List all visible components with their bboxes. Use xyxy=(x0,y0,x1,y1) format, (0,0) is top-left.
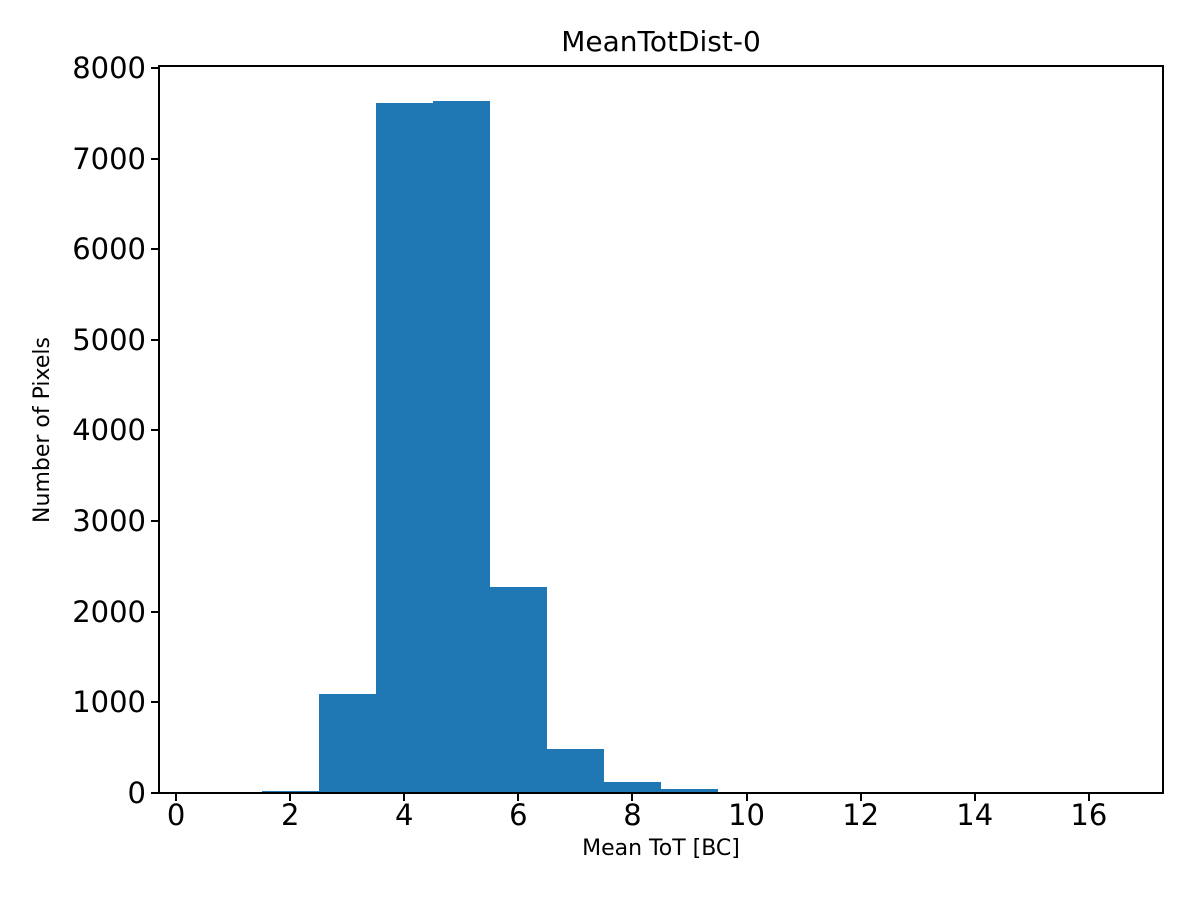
x-axis-label: Mean ToT [BC] xyxy=(582,836,740,861)
y-tick-mark xyxy=(151,248,159,251)
x-tick-mark xyxy=(973,793,976,801)
y-tick-label: 3000 xyxy=(72,504,146,539)
x-tick-label: 0 xyxy=(166,798,186,832)
y-axis-label: Number of Pixels xyxy=(30,337,55,523)
y-tick-label: 4000 xyxy=(72,413,146,448)
x-tick-mark xyxy=(403,793,406,801)
histogram-bar xyxy=(375,103,433,793)
x-tick-label: 8 xyxy=(623,798,642,832)
x-tick-label: 14 xyxy=(956,798,994,832)
histogram-bar xyxy=(661,789,719,793)
y-tick-label: 5000 xyxy=(72,322,146,357)
y-tick-label: 6000 xyxy=(72,232,146,267)
y-tick-label: 0 xyxy=(127,776,146,810)
x-tick-mark xyxy=(1087,793,1090,801)
y-tick-mark xyxy=(151,157,159,160)
x-tick-mark xyxy=(175,793,178,801)
histogram-bar xyxy=(603,782,661,793)
y-tick-label: 1000 xyxy=(72,685,146,720)
x-tick-label: 10 xyxy=(728,798,766,832)
y-tick-mark xyxy=(151,66,159,69)
x-tick-label: 2 xyxy=(280,798,300,832)
y-tick-mark xyxy=(151,701,159,704)
y-tick-mark xyxy=(151,429,159,432)
x-tick-label: 12 xyxy=(842,798,880,832)
x-tick-mark xyxy=(289,793,292,801)
x-tick-mark xyxy=(745,793,748,801)
x-tick-label: 16 xyxy=(1070,798,1108,832)
y-tick-mark xyxy=(151,792,159,794)
histogram-bar xyxy=(489,587,547,793)
y-tick-label: 2000 xyxy=(72,594,146,629)
x-tick-label: 4 xyxy=(395,798,414,832)
histogram-bar xyxy=(318,694,376,793)
y-tick-mark xyxy=(151,520,159,523)
x-tick-mark xyxy=(631,793,634,801)
y-tick-label: 8000 xyxy=(72,50,146,85)
plot-area xyxy=(158,65,1164,794)
x-tick-label: 6 xyxy=(509,798,528,832)
x-tick-mark xyxy=(859,793,862,801)
y-tick-mark xyxy=(151,610,159,613)
y-tick-label: 7000 xyxy=(72,141,146,176)
histogram-bar xyxy=(432,100,490,793)
x-tick-mark xyxy=(517,793,520,801)
histogram-bar xyxy=(546,749,604,793)
chart-title: MeanTotDist-0 xyxy=(561,25,761,58)
y-tick-mark xyxy=(151,338,159,341)
